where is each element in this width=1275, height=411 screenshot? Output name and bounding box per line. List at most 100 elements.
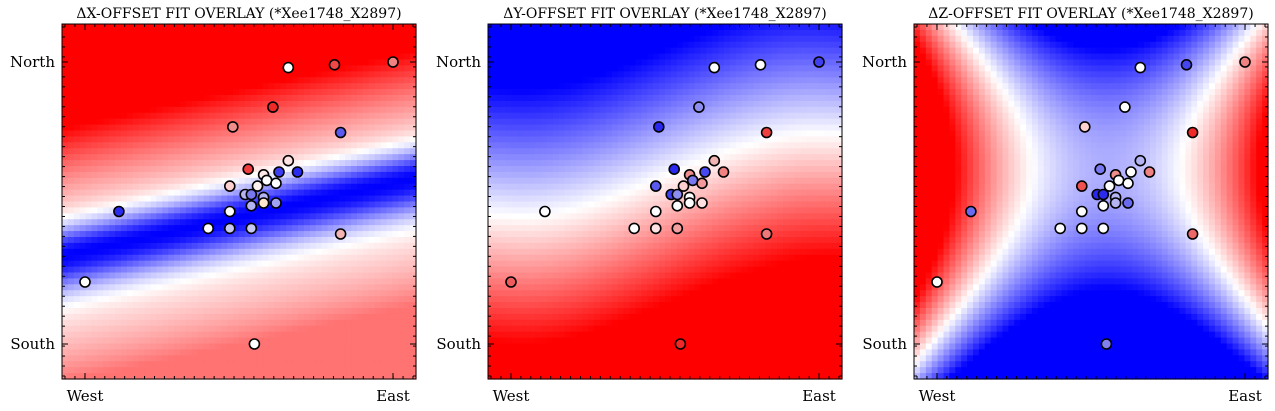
heatmap-cell [268,24,275,31]
heatmap-cell [682,136,690,143]
heatmap-cell [665,71,672,78]
heatmap-cell [818,53,825,61]
heatmap-cell [800,89,808,96]
heatmap-cell [362,136,370,143]
heatmap-cell [333,313,340,321]
heatmap-cell [168,313,175,321]
heatmap-cell [351,71,358,78]
heatmap-cell [280,142,287,149]
heatmap-cell [91,355,98,362]
heatmap-cell [233,266,240,274]
heatmap-cell [398,124,405,132]
heatmap-cell [641,100,648,108]
heatmap-cell [233,106,240,114]
heatmap-cell [144,308,152,315]
heatmap-cell [374,65,382,72]
heatmap-cell [345,313,352,321]
heatmap-cell [221,290,228,297]
heatmap-cell [298,29,305,37]
heatmap-cell [362,183,370,191]
heatmap-cell [511,136,519,143]
heatmap-cell [250,237,258,244]
heatmap-cell [97,77,104,84]
heatmap-cell [836,71,843,78]
heatmap-cell [493,112,501,120]
heatmap-cell [753,71,760,78]
heatmap-cell [653,95,660,102]
heatmap-cell [73,225,81,232]
heatmap-cell [67,367,75,374]
heatmap-cell [392,195,399,203]
heatmap-cell [185,260,193,268]
heatmap-cell [73,361,81,368]
heatmap-cell [315,254,323,262]
heatmap-cell [759,136,766,143]
heatmap-cell [109,337,116,345]
heatmap-cell [321,195,329,203]
heatmap-cell [244,272,252,280]
heatmap-cell [647,112,654,120]
heatmap-cell [67,302,75,309]
heatmap-cell [233,130,240,138]
heatmap-cell [150,237,157,244]
heatmap-cell [268,35,275,43]
heatmap-cell [541,112,548,120]
heatmap-cell [303,65,311,72]
heatmap-cell [298,266,305,274]
heatmap-cell [511,71,519,78]
heatmap-cell [641,71,648,78]
heatmap-cell [386,278,393,285]
heatmap-cell [244,130,252,138]
heatmap-cell [806,29,814,37]
heatmap-cell [97,373,104,380]
heatmap-cell [747,71,755,78]
heatmap-cell [191,254,199,262]
data-point [282,154,295,167]
heatmap-cell [771,130,778,138]
heatmap-cell [292,195,299,203]
heatmap-cell [670,100,678,108]
heatmap-cell [256,331,264,339]
heatmap-cell [374,53,382,61]
heatmap-cell [115,248,122,256]
heatmap-cell [410,343,417,351]
heatmap-cell [221,254,228,262]
heatmap-cell [357,95,364,102]
heatmap-cell [121,296,128,303]
heatmap-cell [268,47,275,55]
heatmap-cell [256,284,264,291]
heatmap-cell [109,41,116,49]
heatmap-cell [67,325,75,333]
heatmap-cell [233,118,240,126]
heatmap-cell [180,130,187,138]
heatmap-cell [647,118,654,126]
heatmap-cell [374,35,382,43]
heatmap-cell [398,225,405,232]
heatmap-cell [138,237,146,244]
heatmap-cell [777,59,784,67]
heatmap-cell [62,231,69,238]
heatmap-cell [262,183,270,191]
heatmap-cell [73,231,81,238]
heatmap-cell [339,296,346,303]
heatmap-cell [741,29,749,37]
heatmap-cell [374,313,382,321]
heatmap-cell [162,319,169,327]
heatmap-cell [244,24,252,31]
heatmap-cell [368,142,376,149]
heatmap-cell [321,53,329,61]
heatmap-cell [144,325,152,333]
heatmap-cell [233,201,240,209]
heatmap-cell [339,106,346,114]
heatmap-cell [109,24,116,31]
heatmap-cell [374,177,382,185]
heatmap-cell [594,118,601,126]
heatmap-cell [138,53,146,61]
heatmap-cell [771,71,778,78]
heatmap-cell [588,124,595,132]
heatmap-cell [268,319,275,327]
heatmap-cell [362,367,370,374]
heatmap-cell [582,65,589,72]
heatmap-cell [824,95,831,102]
heatmap-cell [582,83,589,90]
